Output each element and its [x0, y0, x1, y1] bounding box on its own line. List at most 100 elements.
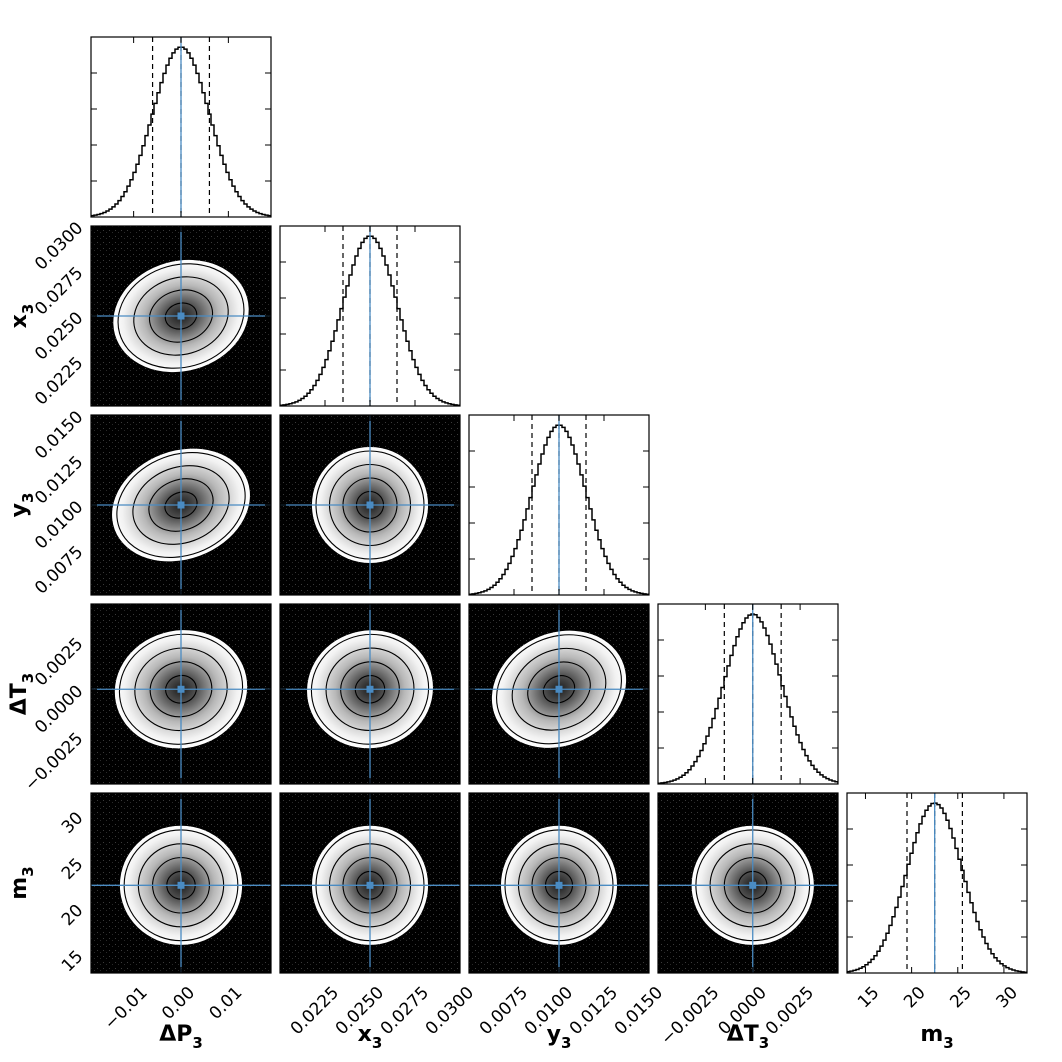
density-panel-4-0: [90, 792, 272, 974]
contour-2-0-1: [148, 478, 214, 532]
y-tick-label-3-2: 0.0025: [31, 634, 87, 690]
histogram-panel-1: [279, 225, 461, 407]
x-tick-label-4-0: 15: [854, 983, 883, 1012]
x-tick-label-0-1: 0.00: [158, 983, 199, 1024]
x-axis-label-name-1: x: [358, 1022, 372, 1047]
contour-3-1-1: [340, 661, 400, 718]
contour-3-2-1: [527, 661, 591, 718]
x-tick-label-2-2: 0.0125: [566, 983, 622, 1039]
x-tick-label-1-2: 0.0275: [377, 983, 433, 1039]
truth-marker-4-3: [749, 881, 757, 889]
x-axis-label-sub-0: 3: [192, 1034, 202, 1052]
histogram-curve-1: [280, 235, 460, 406]
truth-marker-3-1: [366, 685, 374, 693]
y-axis-label-sub-4: 3: [19, 866, 37, 876]
x-tick-label-2-3: 0.0150: [611, 983, 667, 1039]
contour-2-0-3: [116, 452, 246, 558]
histogram-curve-4: [847, 802, 1027, 973]
truth-marker-4-2: [555, 881, 563, 889]
x-tick-label-1-0: 0.0225: [287, 983, 343, 1039]
y-tick-label-2-2: 0.0125: [31, 452, 87, 508]
histogram-panel-0: [90, 36, 272, 218]
x-axis-label-sub-1: 3: [372, 1034, 382, 1052]
histogram-panel-2: [468, 414, 650, 596]
contour-3-1-3: [310, 633, 430, 745]
y-tick-label-1-0: 0.0225: [31, 353, 87, 409]
x-axis-label-name-0: ΔP: [159, 1022, 192, 1047]
x-tick-label-1-3: 0.0300: [422, 983, 478, 1039]
y-axis-label-name-3: ΔT: [7, 683, 32, 715]
y-tick-label-4-1: 20: [58, 901, 87, 930]
truth-marker-2-1: [366, 501, 374, 509]
histogram-curve-2: [469, 424, 649, 595]
density-panel-3-1: [279, 603, 461, 785]
truth-marker-3-2: [555, 685, 563, 693]
density-panel-4-3: [657, 792, 839, 974]
y-tick-label-2-3: 0.0150: [31, 407, 87, 463]
y-axis-label-2: y3: [7, 493, 37, 518]
contour-1-0-3: [117, 263, 245, 369]
density-panel-3-0: [90, 603, 272, 785]
y-tick-label-3-0: −0.0025: [21, 729, 87, 795]
y-axis-label-sub-3: 3: [19, 673, 37, 683]
x-axis-label-sub-2: 3: [561, 1034, 571, 1052]
density-panel-4-1: [279, 792, 461, 974]
x-axis-label-name-2: y: [547, 1022, 561, 1047]
y-axis-label-sub-2: 3: [19, 493, 37, 503]
y-axis-label-name-4: m: [7, 877, 32, 900]
y-axis-label-3: ΔT3: [7, 673, 37, 715]
x-tick-label-4-3: 30: [992, 983, 1021, 1012]
histogram-curve-3: [658, 613, 838, 784]
y-tick-label-2-1: 0.0100: [31, 497, 87, 553]
density-panel-2-1: [279, 414, 461, 596]
panel-frame-3-3: [657, 603, 839, 785]
x-axis-label-name-4: m: [920, 1022, 943, 1047]
contour-3-1-0: [354, 674, 386, 704]
x-tick-label-3-0: −0.0025: [657, 983, 723, 1049]
contour-2-0-0: [164, 491, 198, 519]
y-axis-label-1: x3: [7, 304, 37, 329]
x-axis-label-sub-3: 3: [759, 1034, 769, 1052]
histogram-curve-0: [91, 46, 271, 217]
y-axis-label-name-2: y: [7, 503, 32, 517]
y-tick-label-1-3: 0.0300: [31, 218, 87, 274]
y-axis-label-4: m3: [7, 866, 37, 899]
truth-marker-1-0: [177, 312, 185, 320]
density-panel-3-2: [468, 603, 650, 785]
truth-marker-4-1: [366, 881, 374, 889]
contour-3-0-3: [118, 633, 244, 745]
histogram-panel-3: [657, 603, 839, 785]
y-axis-label-name-1: x: [7, 314, 32, 328]
y-axis-label-sub-1: 3: [19, 304, 37, 314]
x-tick-label-3-2: 0.0025: [762, 983, 818, 1039]
truth-marker-3-0: [177, 685, 185, 693]
density-panel-4-2: [468, 792, 650, 974]
y-tick-label-4-2: 25: [58, 854, 87, 883]
y-tick-label-1-2: 0.0275: [31, 263, 87, 319]
x-axis-label-3: ΔT3: [727, 1022, 769, 1052]
panel-frame-4-4: [846, 792, 1028, 974]
contour-2-0-2: [132, 465, 230, 545]
x-axis-label-2: y3: [547, 1022, 572, 1052]
x-axis-label-name-3: ΔT: [727, 1022, 759, 1047]
density-panel-1-0: [90, 225, 272, 407]
density-panel-2-0: [90, 414, 272, 596]
contour-1-0-0: [164, 302, 198, 330]
truth-marker-2-0: [177, 501, 185, 509]
y-tick-label-4-3: 30: [58, 808, 87, 837]
histogram-panel-4: [846, 792, 1028, 974]
x-tick-label-2-0: 0.0075: [476, 983, 532, 1039]
y-tick-label-2-0: 0.0075: [31, 542, 87, 598]
contour-1-0-2: [133, 276, 229, 356]
contour-1-0-1: [148, 289, 214, 343]
x-tick-label-0-2: 0.01: [205, 983, 246, 1024]
panel-frame-4-3: [657, 792, 839, 974]
x-tick-label-0-0: −0.01: [101, 983, 152, 1034]
contour-3-0-1: [149, 661, 213, 718]
x-tick-label-4-1: 20: [900, 983, 929, 1012]
y-tick-label-3-1: 0.0000: [31, 681, 87, 737]
contour-3-2-2: [511, 647, 607, 731]
contour-3-2-0: [542, 675, 576, 704]
